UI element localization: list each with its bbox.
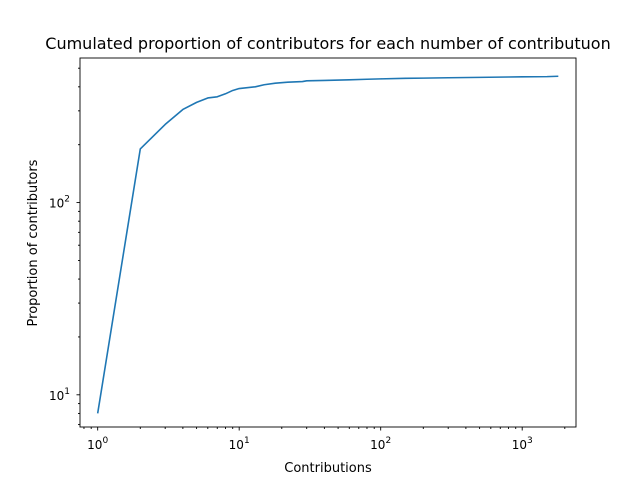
x-tick-label: 103 xyxy=(512,436,533,452)
x-axis-label: Contributions xyxy=(284,461,372,476)
chart-title: Cumulated proportion of contributors for… xyxy=(45,34,610,53)
plot-area xyxy=(96,75,559,414)
x-tick-label: 102 xyxy=(370,436,391,452)
y-tick-label: 102 xyxy=(49,195,70,211)
x-tick-label: 101 xyxy=(229,436,250,452)
x-tick-label: 100 xyxy=(87,436,108,452)
y-axis-label: Proportion of contributors xyxy=(26,159,41,326)
y-axis: 101 102 xyxy=(49,67,80,426)
y-tick-label: 101 xyxy=(49,387,70,403)
x-axis: 100 101 102 103 xyxy=(83,427,566,452)
plot-frame xyxy=(79,57,577,428)
series-line xyxy=(96,75,559,414)
